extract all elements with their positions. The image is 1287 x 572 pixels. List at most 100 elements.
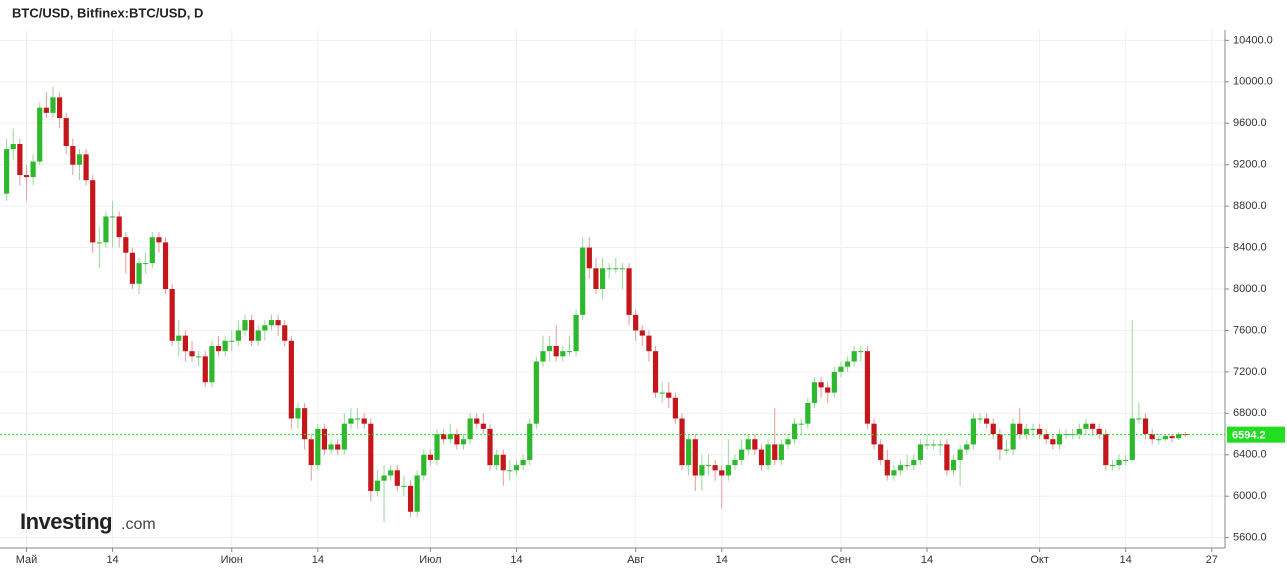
candle-body: [394, 470, 400, 486]
candle-body: [374, 480, 381, 492]
candle-body: [705, 465, 712, 467]
candle-body: [23, 175, 30, 178]
candle-body: [732, 459, 738, 466]
candle-body: [884, 459, 890, 476]
candle-body: [739, 449, 745, 460]
candle-body: [354, 418, 361, 420]
candle-body: [454, 434, 460, 445]
candle-body: [202, 356, 208, 383]
candle-body: [441, 434, 447, 440]
candle-body: [533, 361, 539, 424]
candle-body: [368, 423, 374, 492]
candle-body: [1010, 423, 1016, 450]
candle-body: [301, 408, 308, 440]
candle-body: [553, 345, 559, 357]
candle-body: [1030, 428, 1036, 430]
x-tick-label: 14: [1120, 554, 1132, 566]
candle-body: [56, 97, 63, 119]
candle-body: [308, 439, 314, 466]
y-tick-label: 7600.0: [1233, 324, 1267, 336]
candle-body: [235, 330, 241, 341]
candle-body: [37, 107, 43, 162]
candle-body: [460, 439, 467, 445]
candle-body: [580, 247, 586, 315]
candle-body: [573, 314, 579, 352]
candle-body: [599, 268, 606, 289]
candle-body: [381, 475, 387, 481]
y-tick-label: 9600.0: [1233, 117, 1267, 129]
candle-body: [1043, 434, 1049, 440]
x-tick-label: 14: [312, 554, 324, 566]
candle-body: [103, 216, 109, 243]
candle-body: [149, 237, 155, 264]
candle-body: [633, 314, 639, 331]
candle-body: [1116, 459, 1122, 466]
candle-body: [897, 465, 904, 471]
candle-body: [758, 449, 765, 466]
candle-body: [964, 444, 970, 450]
candle-body: [4, 149, 10, 194]
candle-body: [593, 268, 599, 289]
candle-body: [268, 320, 275, 326]
candle-body: [467, 418, 473, 440]
candle-body: [666, 392, 672, 398]
x-tick-label: 14: [510, 554, 522, 566]
candle-body: [931, 444, 937, 446]
y-tick-label: 7200.0: [1233, 366, 1267, 378]
candle-body: [586, 247, 592, 269]
candle-body: [249, 320, 255, 341]
candle-body: [1136, 418, 1142, 420]
candle-body: [825, 387, 831, 393]
candle-body: [957, 449, 963, 460]
candle-body: [189, 351, 195, 357]
candle-body: [997, 434, 1003, 450]
candle-body: [474, 418, 480, 424]
candle-body: [229, 340, 235, 342]
candle-body: [719, 470, 725, 476]
y-tick-label: 6000.0: [1233, 490, 1267, 502]
candle-body: [791, 423, 798, 440]
candle-body: [970, 418, 976, 445]
candle-body: [626, 268, 632, 315]
candle-body: [70, 146, 76, 165]
candle-body: [560, 351, 566, 357]
x-tick-label: 27: [1206, 554, 1218, 566]
candle-body: [1176, 434, 1182, 439]
candle-body: [143, 263, 149, 265]
candle-body: [924, 444, 930, 446]
candle-body: [90, 180, 96, 243]
candle-body: [414, 475, 420, 512]
candle-body: [447, 434, 453, 440]
candle-body: [136, 263, 142, 284]
candle-body: [1023, 428, 1029, 435]
candle-body: [341, 423, 347, 450]
candle-body: [725, 465, 731, 476]
candle-body: [328, 444, 334, 450]
candle-body: [427, 454, 434, 460]
candle-body: [162, 242, 169, 289]
x-tick-label: Июл: [419, 554, 441, 566]
x-tick-label: Авг: [627, 554, 644, 566]
candle-body: [1129, 418, 1135, 460]
candle-body: [388, 470, 394, 476]
candle-body: [540, 351, 546, 362]
candle-body: [778, 444, 784, 460]
watermark: Investing: [20, 509, 112, 534]
candle-body: [652, 351, 659, 393]
candle-body: [805, 402, 811, 424]
candle-body: [500, 454, 506, 471]
candle-body: [109, 216, 116, 218]
y-tick-label: 8000.0: [1233, 283, 1267, 295]
candle-body: [672, 397, 679, 419]
candle-body: [566, 351, 573, 353]
candle-body: [295, 408, 301, 419]
candle-body: [282, 325, 288, 341]
candle-body: [546, 345, 553, 352]
candle-body: [1169, 436, 1175, 439]
candle-body: [1056, 434, 1063, 445]
candle-body: [785, 439, 791, 445]
candle-body: [96, 242, 102, 244]
x-tick-label: 14: [921, 554, 933, 566]
candle-body: [513, 465, 520, 471]
last-price-label: 6594.2: [1232, 430, 1266, 442]
